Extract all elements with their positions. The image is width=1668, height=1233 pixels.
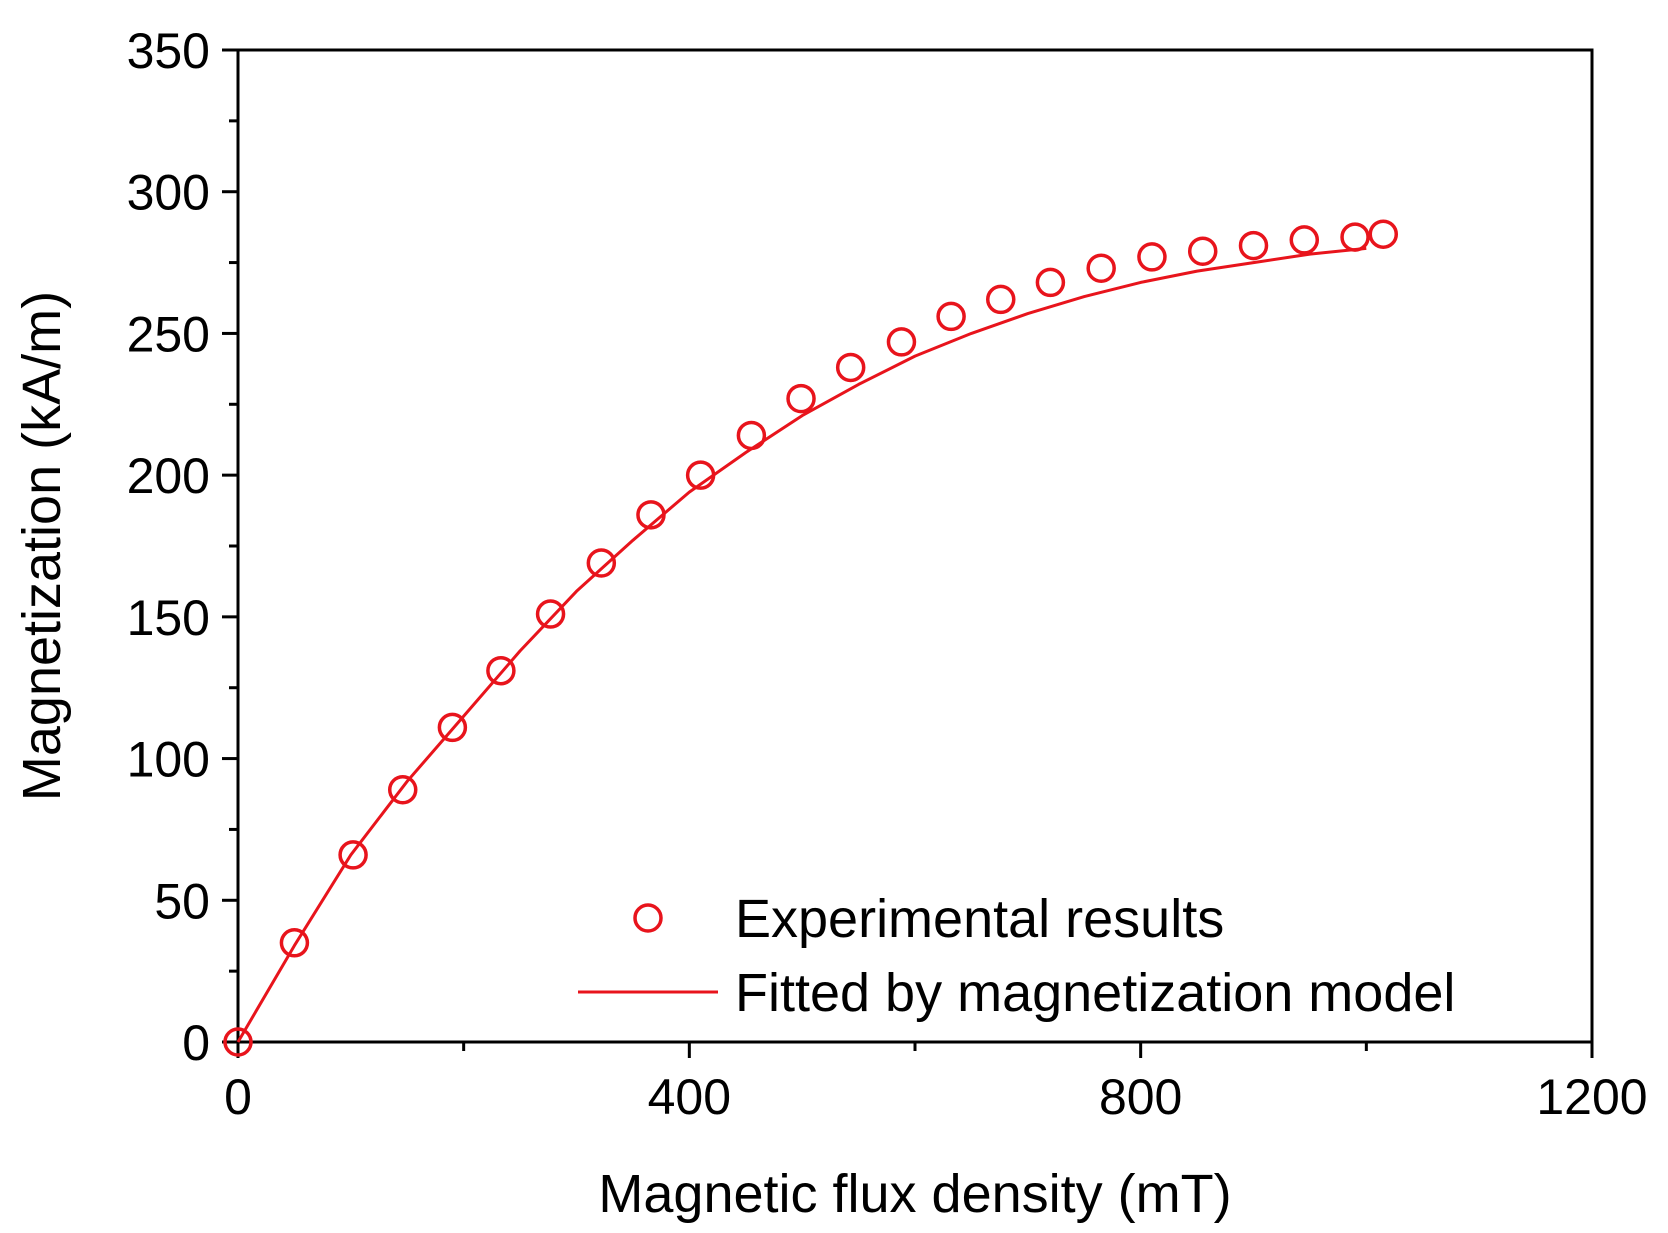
data-point [1368, 219, 1399, 249]
data-point [437, 712, 468, 743]
fit-series [236, 246, 1367, 1043]
legend: Experimental results Fitted by magnetiza… [578, 889, 1455, 1023]
y-tick-label: 150 [127, 590, 210, 646]
data-point [1289, 225, 1320, 255]
data-point [1187, 236, 1218, 266]
data-point [586, 548, 617, 578]
data-point [886, 327, 917, 357]
x-axis-title: Magnetic flux density (mT) [598, 1164, 1231, 1224]
data-point [1035, 267, 1066, 298]
data-point [685, 460, 716, 490]
data-point [1238, 230, 1269, 261]
y-tick-label: 100 [127, 732, 210, 788]
data-point [1137, 242, 1167, 272]
data-point [1086, 253, 1116, 283]
data-point [279, 928, 310, 958]
data-point [786, 383, 816, 414]
legend-marker-experimental [633, 903, 663, 933]
data-point [223, 1027, 253, 1057]
data-point [736, 420, 767, 451]
data-point [1340, 222, 1370, 252]
legend-label-experimental: Experimental results [735, 889, 1224, 949]
experimental-series [223, 219, 1399, 1057]
y-tick-label: 200 [127, 448, 210, 504]
x-tick-label: 400 [648, 1069, 731, 1125]
data-point [636, 500, 666, 530]
data-point [387, 774, 418, 805]
y-axis-title: Magnetization (kA/m) [12, 291, 72, 801]
y-tick-label: 0 [182, 1015, 210, 1071]
data-point [986, 284, 1016, 315]
data-point [338, 840, 368, 870]
data-point [486, 655, 516, 686]
data-point [835, 352, 866, 383]
legend-label-fitted: Fitted by magnetization model [735, 963, 1455, 1023]
x-tick-label: 0 [224, 1069, 252, 1125]
fit-line [236, 246, 1367, 1043]
y-tick-label: 250 [127, 306, 210, 362]
axes: 0 50 100 150 200 250 300 350 0 400 800 1200 [127, 23, 1648, 1125]
data-point [936, 301, 966, 332]
x-tick-label: 1200 [1536, 1069, 1647, 1125]
y-tick-label: 300 [127, 165, 210, 221]
x-tick-label: 800 [1099, 1069, 1182, 1125]
y-tick-label: 350 [127, 23, 210, 79]
data-point [535, 599, 566, 629]
y-tick-label: 50 [154, 873, 210, 929]
